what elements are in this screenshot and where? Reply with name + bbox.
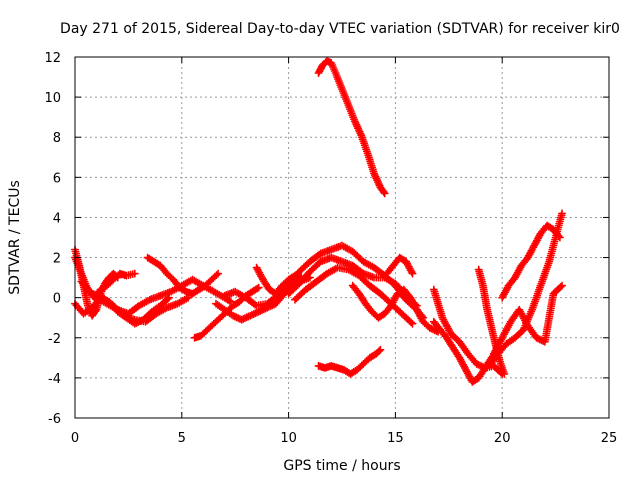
data-series-arc-13 (291, 263, 417, 328)
x-axis-label: GPS time / hours (283, 458, 400, 474)
data-series-arc-6 (143, 253, 223, 298)
data-series-arc-16 (314, 57, 389, 198)
data-series-arc-15 (382, 253, 417, 278)
x-tick-label: 15 (387, 431, 404, 446)
y-tick-label: 8 (53, 131, 61, 146)
y-tick-label: -4 (48, 372, 61, 387)
y-axis-label: SDTVAR / TECUs (7, 180, 23, 295)
y-tick-label: -6 (48, 412, 61, 427)
data-series-arc-19 (429, 285, 507, 378)
data-series-arc-22 (489, 281, 566, 358)
y-tick-label: 6 (53, 171, 61, 186)
data-series-arc-17 (314, 345, 385, 378)
x-tick-label: 10 (280, 431, 297, 446)
x-tick-label: 0 (71, 431, 79, 446)
y-tick-label: -2 (48, 332, 61, 347)
y-tick-label: 10 (44, 91, 61, 106)
data-series-layer (71, 57, 566, 386)
data-series-arc-14 (348, 281, 443, 336)
chart-title: Day 271 of 2015, Sidereal Day-to-day VTE… (60, 21, 620, 37)
y-tick-label: 4 (53, 211, 61, 226)
data-series-arc-23 (498, 221, 564, 302)
x-tick-label: 5 (178, 431, 186, 446)
x-tick-label: 25 (601, 431, 618, 446)
y-tick-label: 0 (53, 292, 61, 307)
x-tick-label: 20 (494, 431, 511, 446)
plot-frame (74, 56, 610, 419)
y-tick-label: 2 (53, 252, 61, 267)
axis-ticks: 0 5 10 15 20 25 -6 -4 -2 0 2 4 6 8 10 12 (44, 51, 617, 446)
grid-lines (75, 57, 609, 418)
y-tick-label: 12 (44, 51, 61, 66)
